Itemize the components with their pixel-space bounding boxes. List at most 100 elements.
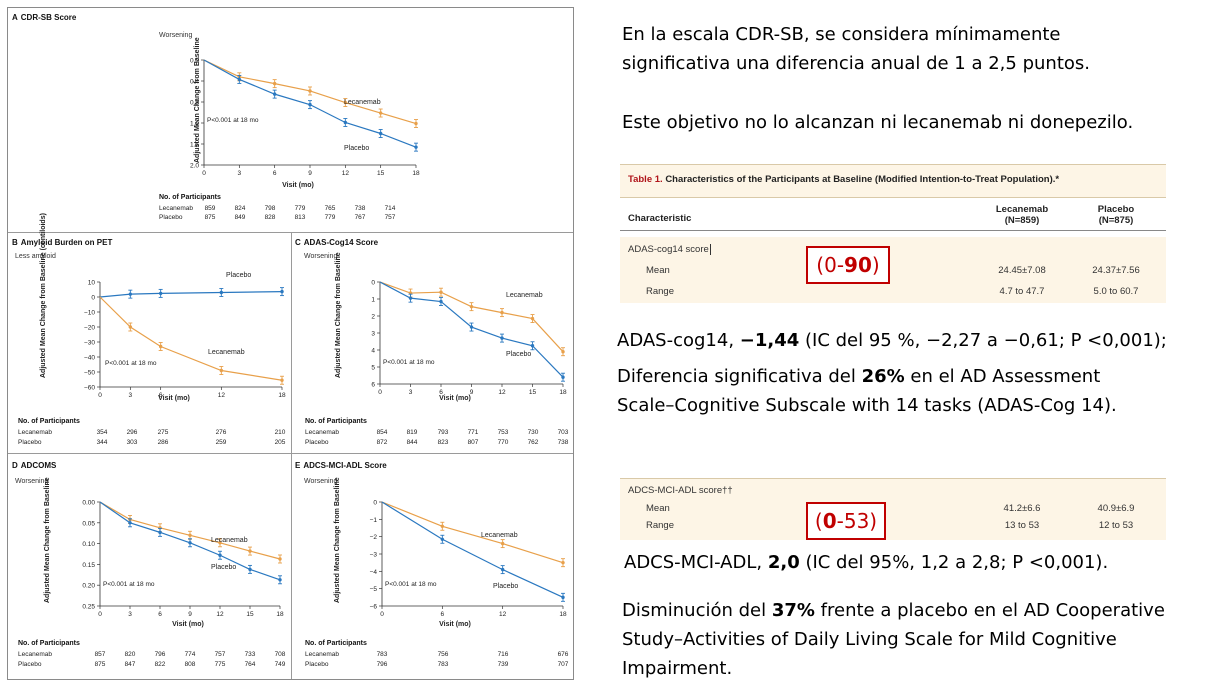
y-tick-label: −10 [84,310,95,317]
participants-row-label: Placebo [159,214,183,221]
y-tick-label: −2 [370,534,378,541]
panel-d: D ADCOMS Worsening Adjusted Mean Change f… [8,453,291,679]
data-point [378,111,383,115]
cell-value: 4.7 to 47.7 [999,286,1045,297]
participants-count: 276 [215,429,227,436]
table-rows-bg [620,478,1166,540]
participants-count: 767 [354,214,366,221]
adcs-range-box: (0-53) [806,502,886,540]
data-point [414,121,418,126]
p-value-label: P<0.001 at 18 mo [207,117,259,124]
table-title: Table 1. Characteristics of the Particip… [628,174,1059,185]
y-tick-label: 0 [371,280,375,287]
participants-count: 765 [324,205,336,212]
participants-count: 286 [157,439,169,446]
x-tick-label: 6 [158,611,162,618]
x-tick-label: 9 [188,611,192,618]
table1-excerpt: Table 1. Characteristics of the Particip… [620,164,1166,304]
participants-count: 813 [294,214,306,221]
text-line: Impairment. [622,658,733,679]
cell-value: 41.2±6.6 [1003,503,1041,514]
participants-header: No. of Participants [305,418,367,425]
y-axis-label: Adjusted Mean Change from Baseline [44,477,51,603]
data-point [439,290,443,294]
participants-count: 775 [214,661,226,668]
table-rule [620,230,1166,231]
participants-count: 844 [406,439,418,446]
column-n: (N=875) [1098,215,1134,226]
bold-text: 37% [771,600,815,621]
box-bold: 0 [822,509,837,533]
table-title-bar [620,164,1166,198]
column-n: (N=859) [1004,215,1040,226]
cell-value: 13 to 53 [1004,520,1040,531]
x-axis-label: Visit (mo) [439,395,471,402]
data-point [343,100,348,105]
adas-result: ADAS-cog14, −1,44 (IC del 95 %, −2,27 a … [617,326,1167,355]
y-tick-label: 0 [91,295,95,302]
participants-count: 714 [384,205,396,212]
adcs-description: Disminución del 37% frente a placebo en … [622,596,1165,683]
participants-count: 762 [527,439,539,446]
participants-count: 210 [274,429,286,436]
y-tick-label: −40 [84,355,95,362]
panel-letter: C [295,238,301,247]
series-line-placebo [381,501,564,598]
y-tick-label: −5 [370,586,378,593]
data-point [219,290,224,295]
text: ADCS-MCI-ADL, [624,552,768,573]
box-text: (0- [816,253,845,277]
x-tick-label: 15 [529,389,537,396]
data-point [408,296,413,300]
series-label: Placebo [506,351,531,358]
text-cursor [709,244,711,255]
y-tick-label: 0.4 [190,79,199,86]
row-label: Mean [646,265,670,276]
participants-count: 730 [527,429,539,436]
y-tick-label: 0.0 [190,58,199,65]
data-point [218,541,222,545]
x-tick-label: 3 [128,611,132,618]
participants-count: 753 [497,429,509,436]
participants-count: 205 [274,439,286,446]
data-point [561,375,565,379]
series-line-lecanemab [99,296,283,381]
data-point [530,344,535,348]
data-point [128,521,132,525]
series-label: Placebo [226,272,251,279]
data-point [440,537,445,541]
participants-count: 756 [437,651,449,658]
column-name: Placebo [1097,204,1135,215]
adas-description: Diferencia significativa del 26% en el A… [617,362,1117,420]
participants-count: 303 [126,439,138,446]
panel-title-text: ADCS-MCI-ADL Score [303,461,387,470]
x-tick-label: 18 [559,611,567,618]
row-label: ADCS-MCI-ADL score†† [628,485,733,496]
panel-a: A CDR-SB Score Worsening Adjusted Mean Ch… [8,8,573,232]
bold-text: −1,44 [739,330,800,351]
panel-c: C ADAS-Cog14 Score Worsening Adjusted Mea… [291,232,573,453]
x-tick-label: 12 [342,170,350,177]
x-tick-label: 6 [439,389,443,396]
cell-value: 24.45±7.08 [998,265,1046,276]
table-label: Table 1. [628,174,663,185]
y-axis-label: Adjusted Mean Change from Baseline [335,252,342,378]
x-tick-label: 6 [441,611,445,618]
y-tick-label: 0.8 [190,100,199,107]
data-point [561,595,565,600]
series-label: Placebo [344,145,369,152]
box-text: ) [871,253,880,277]
box-bold: 90 [844,253,872,277]
data-point [248,549,252,553]
x-tick-label: 0 [98,392,102,399]
y-tick-label: −6 [370,604,378,611]
x-tick-label: 0 [378,389,382,396]
participants-count: 793 [437,429,449,436]
x-tick-label: 18 [276,611,284,618]
cell-value: 24.37±7.56 [1092,265,1140,276]
column-header: Placebo (N=875) [1086,204,1146,226]
participants-header: No. of Participants [18,640,80,647]
text: (IC del 95%, 1,2 a 2,8; P <0,001). [799,552,1109,573]
